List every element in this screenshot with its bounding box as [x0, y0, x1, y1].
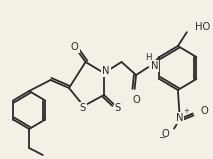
- Text: N: N: [102, 66, 110, 76]
- Text: N: N: [176, 113, 184, 123]
- Text: O: O: [132, 95, 140, 105]
- Text: O: O: [71, 42, 79, 52]
- Text: O: O: [161, 129, 169, 139]
- Text: −: −: [158, 134, 165, 142]
- Text: O: O: [200, 106, 208, 116]
- Text: H: H: [145, 53, 152, 62]
- Text: S: S: [79, 103, 86, 113]
- Text: S: S: [115, 103, 121, 113]
- Text: HO: HO: [195, 22, 211, 32]
- Text: +: +: [184, 108, 190, 114]
- Text: N: N: [151, 61, 158, 71]
